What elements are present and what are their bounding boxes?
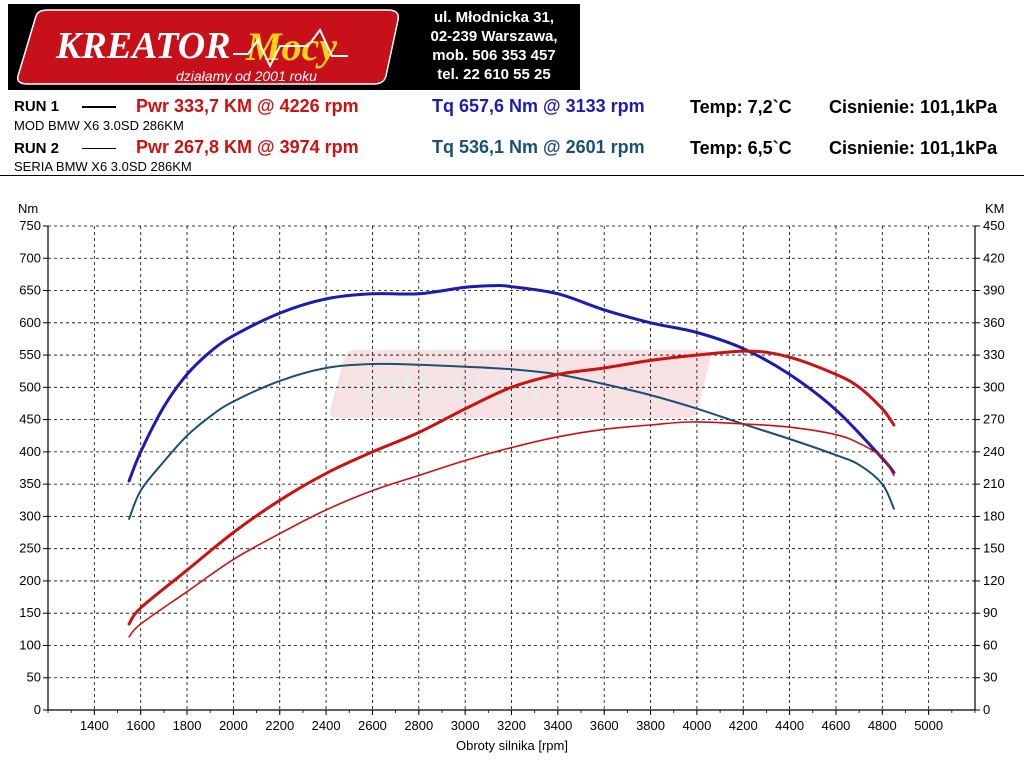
y-left-tick-label: 0 xyxy=(34,702,41,717)
y-right-tick-label: 30 xyxy=(983,670,997,685)
y-left-tick-label: 750 xyxy=(19,218,41,233)
x-tick-label: 2800 xyxy=(404,718,433,733)
x-tick-label: 3600 xyxy=(590,718,619,733)
y-left-tick-label: 700 xyxy=(19,250,41,265)
x-tick-label: 1600 xyxy=(126,718,155,733)
y-left-tick-label: 150 xyxy=(19,605,41,620)
address-line-3: mob. 506 353 457 xyxy=(432,47,556,64)
x-tick-label: 4400 xyxy=(775,718,804,733)
y-left-axis-title: Nm xyxy=(18,201,38,216)
run1-pressure: Cisnienie: 101,1kPa xyxy=(829,97,998,117)
x-tick-label: 2000 xyxy=(219,718,248,733)
run1-label: RUN 1 xyxy=(14,98,60,115)
y-right-tick-label: 180 xyxy=(983,508,1005,523)
y-left-tick-label: 650 xyxy=(19,283,41,298)
run2-pressure: Cisnienie: 101,1kPa xyxy=(829,138,998,158)
x-tick-label: 2200 xyxy=(265,718,294,733)
y-right-tick-label: 270 xyxy=(983,412,1005,427)
address-line-2: 02-239 Warszawa, xyxy=(430,28,558,45)
run1-car: MOD BMW X6 3.0SD 286KM xyxy=(14,118,184,133)
logo-tagline: działamy od 2001 roku xyxy=(176,68,317,84)
run2-label: RUN 2 xyxy=(14,140,60,157)
y-left-tick-label: 200 xyxy=(19,573,41,588)
run2-power: Pwr 267,8 KM @ 3974 rpm xyxy=(136,137,359,157)
y-right-tick-label: 120 xyxy=(983,573,1005,588)
y-left-tick-label: 300 xyxy=(19,508,41,523)
run1-temp: Temp: 7,2`C xyxy=(690,97,792,117)
series-pwr_run2 xyxy=(128,421,895,638)
run2-legend-line xyxy=(82,148,116,149)
header-divider xyxy=(0,175,1024,176)
x-tick-label: 5000 xyxy=(914,718,943,733)
series-tq_run1 xyxy=(127,284,896,483)
x-tick-label: 3200 xyxy=(497,718,526,733)
run2-torque: Tq 536,1 Nm @ 2601 rpm xyxy=(432,137,645,157)
y-left-tick-label: 600 xyxy=(19,315,41,330)
logo-banner: KREATOR Mocy działamy od 2001 roku xyxy=(8,4,580,90)
run1-torque: Tq 657,6 Nm @ 3133 rpm xyxy=(432,96,645,116)
x-tick-label: 4800 xyxy=(868,718,897,733)
x-tick-label: 4200 xyxy=(729,718,758,733)
run1-legend-line xyxy=(82,106,116,108)
y-right-tick-label: 60 xyxy=(983,637,997,652)
x-tick-label: 3400 xyxy=(543,718,572,733)
y-left-tick-label: 550 xyxy=(19,347,41,362)
run2-car: SERIA BMW X6 3.0SD 286KM xyxy=(14,159,192,174)
y-right-tick-label: 300 xyxy=(983,379,1005,394)
x-tick-label: 2400 xyxy=(312,718,341,733)
y-left-tick-label: 500 xyxy=(19,379,41,394)
y-left-tick-label: 50 xyxy=(27,670,41,685)
y-right-tick-label: 240 xyxy=(983,444,1005,459)
y-left-tick-label: 450 xyxy=(19,412,41,427)
y-right-tick-label: 90 xyxy=(983,605,997,620)
y-right-tick-label: 390 xyxy=(983,283,1005,298)
y-right-tick-label: 450 xyxy=(983,218,1005,233)
x-tick-label: 4000 xyxy=(682,718,711,733)
y-right-axis-title: KM xyxy=(985,201,1005,216)
y-left-tick-label: 100 xyxy=(19,637,41,652)
y-left-tick-label: 400 xyxy=(19,444,41,459)
logo-graphic: KREATOR Mocy xyxy=(16,9,400,85)
x-tick-label: 2600 xyxy=(358,718,387,733)
y-right-tick-label: 0 xyxy=(983,702,990,717)
run2-temp: Temp: 6,5`C xyxy=(690,138,792,158)
y-right-tick-label: 360 xyxy=(983,315,1005,330)
y-left-tick-label: 350 xyxy=(19,476,41,491)
y-left-tick-label: 250 xyxy=(19,541,41,556)
address-line-4: tel. 22 610 55 25 xyxy=(437,66,551,83)
svg-text:KREATOR: KREATOR xyxy=(55,25,231,67)
x-tick-label: 3800 xyxy=(636,718,665,733)
series-tq_run2 xyxy=(128,362,895,520)
x-axis-title: Obroty silnika [rpm] xyxy=(456,738,568,753)
x-tick-label: 1800 xyxy=(173,718,202,733)
series-pwr_run1 xyxy=(127,349,896,626)
y-right-tick-label: 150 xyxy=(983,541,1005,556)
y-right-tick-label: 330 xyxy=(983,347,1005,362)
run1-power: Pwr 333,7 KM @ 4226 rpm xyxy=(136,96,359,116)
y-right-tick-label: 210 xyxy=(983,476,1005,491)
x-tick-label: 4600 xyxy=(821,718,850,733)
address-line-1: ul. Młodnicka 31, xyxy=(433,9,555,26)
x-tick-label: 1400 xyxy=(80,718,109,733)
y-right-tick-label: 420 xyxy=(983,250,1005,265)
x-tick-label: 3000 xyxy=(451,718,480,733)
